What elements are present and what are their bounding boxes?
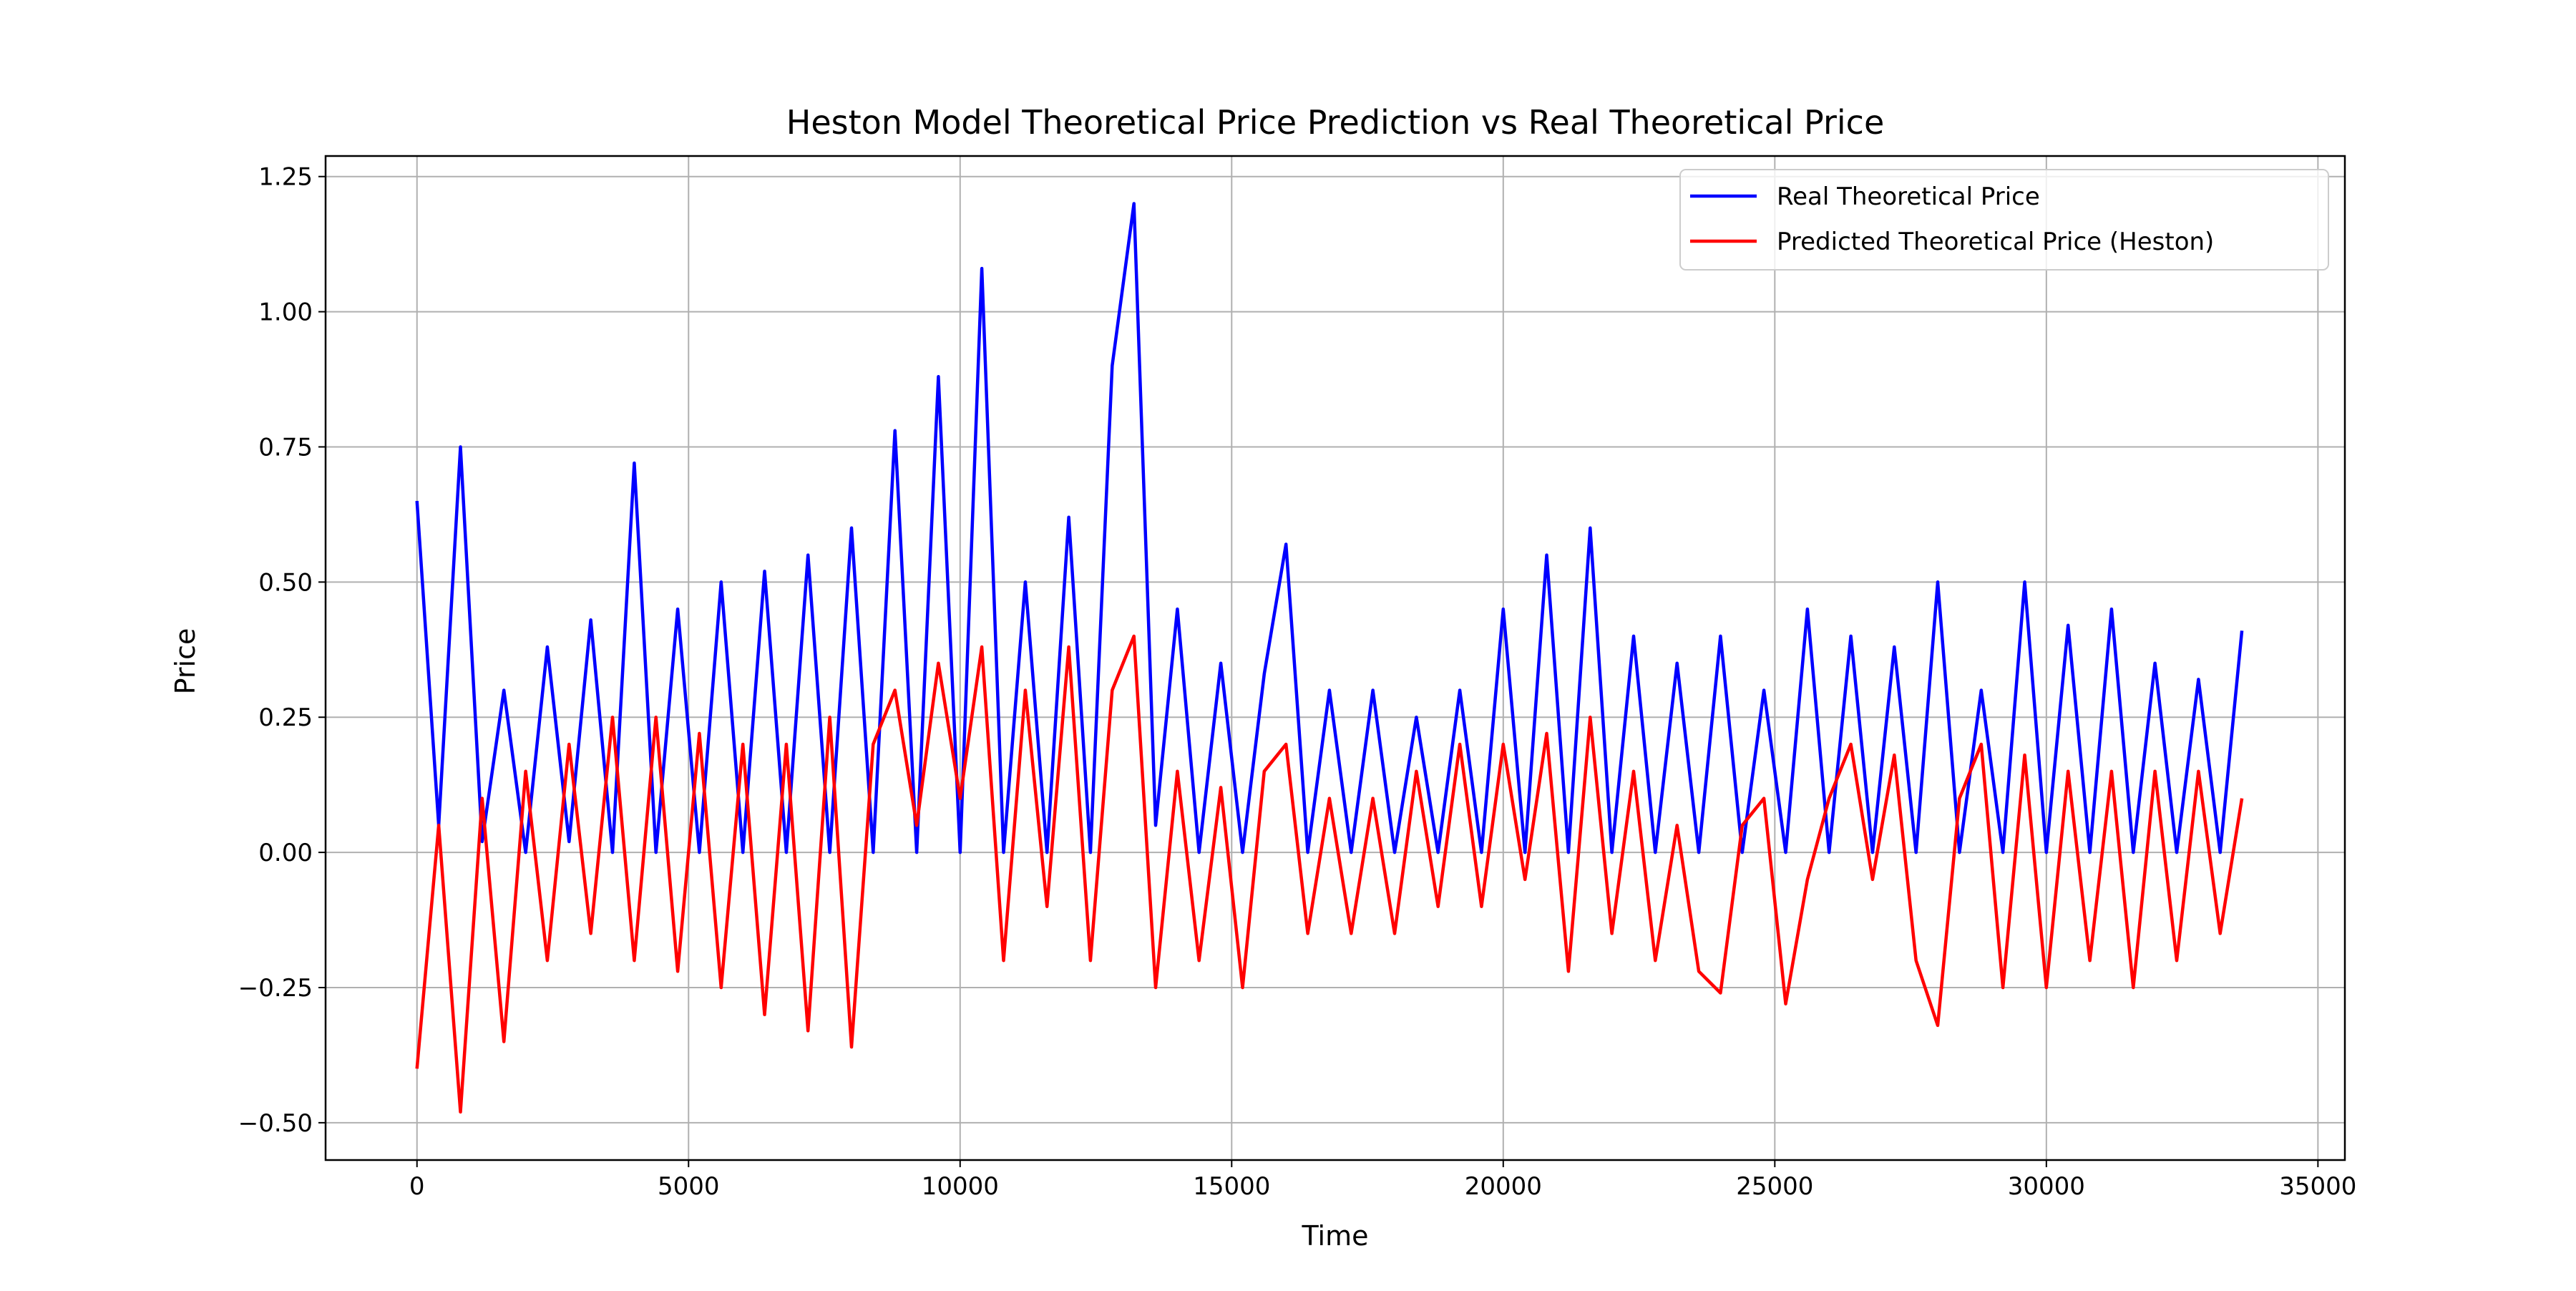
y-tick-label: 1.00 <box>258 298 313 327</box>
x-tick-label: 5000 <box>658 1172 720 1201</box>
series-line <box>415 202 2244 854</box>
x-tick-label: 35000 <box>2279 1172 2356 1201</box>
series-line <box>415 634 2244 1114</box>
y-tick-label: 1.25 <box>258 163 313 192</box>
legend-label: Predicted Theoretical Price (Heston) <box>1777 228 2214 256</box>
x-tick-label: 10000 <box>922 1172 999 1201</box>
y-tick-label: 0.50 <box>258 568 313 597</box>
y-tick-label: 0.00 <box>258 839 313 867</box>
ticks: 0 5000 10000 15000 20000 25000 30000 35000 −0.50… <box>238 163 2357 1201</box>
legend-label: Real Theoretical Price <box>1777 182 2040 211</box>
y-tick-label: −0.50 <box>238 1109 313 1138</box>
chart-title: Heston Model Theoretical Price Predictio… <box>786 103 1885 142</box>
y-tick-label: 0.75 <box>258 433 313 462</box>
y-tick-label: 0.25 <box>258 703 313 732</box>
x-axis-label: Time <box>1302 1220 1369 1252</box>
legend-box <box>1679 169 2329 271</box>
legend: Real Theoretical Price Predicted Theoreti… <box>1679 169 2329 271</box>
x-tick-label: 15000 <box>1193 1172 1270 1201</box>
x-tick-label: 20000 <box>1465 1172 1542 1201</box>
x-tick-label: 25000 <box>1736 1172 1813 1201</box>
x-tick-label: 30000 <box>2008 1172 2085 1201</box>
x-tick-label: 0 <box>409 1172 425 1201</box>
plot-area <box>415 202 2244 1114</box>
axes-frame <box>324 155 2346 1161</box>
y-tick-label: −0.25 <box>238 974 313 1003</box>
grid <box>326 156 2345 1160</box>
y-axis-label: Price <box>170 628 201 695</box>
